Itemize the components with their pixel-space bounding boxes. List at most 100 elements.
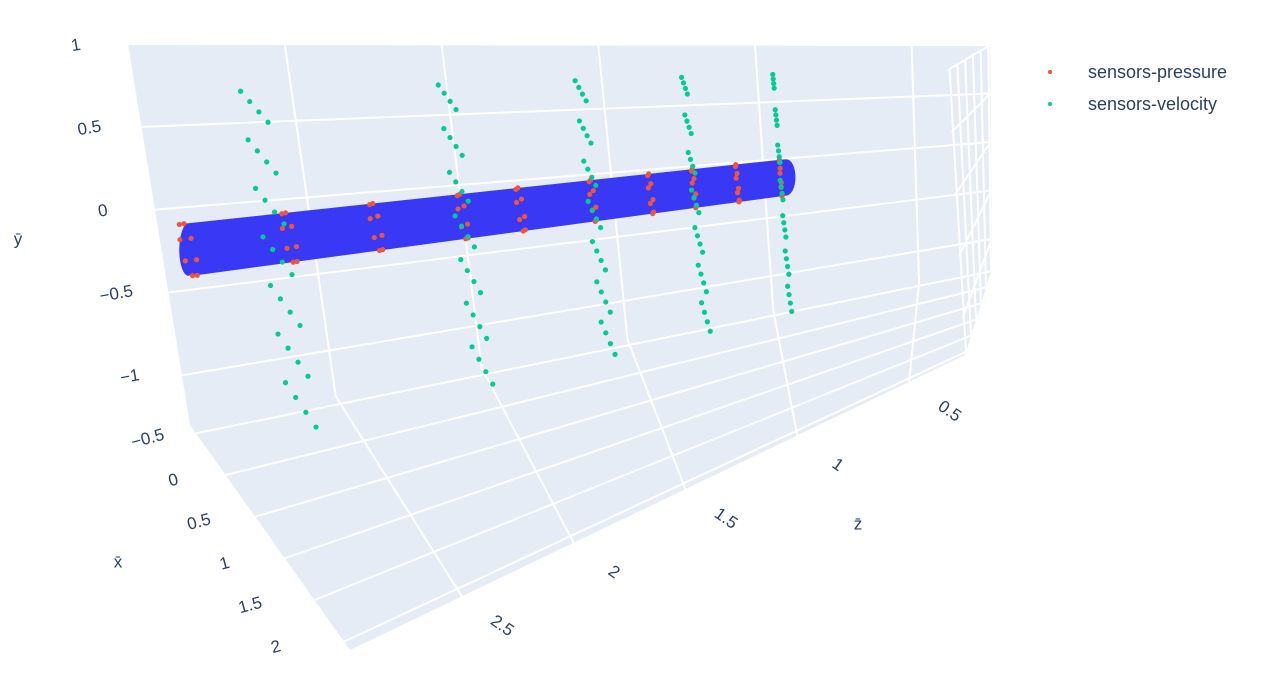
data-point (593, 216, 600, 222)
data-point (471, 244, 477, 250)
data-point (262, 197, 268, 203)
data-point (513, 199, 520, 206)
data-point (245, 137, 251, 143)
data-point (313, 424, 319, 430)
data-point (736, 197, 742, 203)
data-point (271, 209, 278, 215)
data-point (587, 191, 593, 197)
z-tick-label: 0.5 (935, 396, 965, 425)
data-point (458, 256, 464, 263)
data-point (465, 198, 471, 204)
data-point (783, 256, 790, 262)
data-point (701, 309, 708, 315)
data-point (441, 90, 447, 96)
data-point (290, 259, 296, 265)
data-point (585, 198, 591, 204)
data-point (270, 246, 276, 253)
data-point (689, 180, 695, 186)
data-point (469, 344, 475, 350)
data-point (735, 185, 742, 191)
pipe (183, 159, 788, 276)
y-axis-title: ȳ (14, 229, 23, 248)
data-point (471, 278, 477, 285)
data-point (289, 223, 295, 229)
z-tick-label: 2 (605, 561, 624, 582)
grid (127, 43, 993, 643)
data-point (447, 134, 453, 141)
data-point (645, 173, 651, 179)
data-point (692, 225, 698, 231)
data-point (733, 175, 739, 181)
data-point (607, 309, 613, 315)
data-point (693, 202, 699, 208)
data-point (367, 216, 373, 222)
data-point (692, 170, 698, 176)
legend-item[interactable]: sensors-velocity (1048, 94, 1217, 114)
data-point (777, 177, 783, 183)
grid-line (908, 282, 921, 382)
data-point (279, 211, 285, 217)
data-point (785, 283, 791, 289)
data-point (785, 263, 791, 270)
data-point (379, 232, 385, 238)
data-point (779, 190, 785, 196)
grid-line (334, 395, 463, 597)
data-point (490, 381, 496, 387)
data-point (697, 241, 703, 247)
data-point (680, 80, 687, 86)
data-point (572, 78, 578, 84)
data-point (682, 112, 688, 118)
data-point (284, 245, 290, 251)
data-point (461, 203, 467, 209)
data-point (193, 257, 200, 263)
data-point (305, 373, 311, 379)
data-point (247, 98, 253, 105)
data-point (264, 159, 270, 165)
data-point (181, 221, 187, 227)
data-point (777, 159, 783, 166)
data-point (598, 257, 604, 264)
data-point (603, 299, 609, 305)
grid-line (284, 318, 977, 560)
data-point (703, 289, 710, 295)
data-point (682, 85, 689, 92)
legend-label: sensors-pressure (1088, 62, 1227, 82)
x-tick-label: −0.5 (129, 425, 166, 452)
data-point (260, 234, 266, 240)
data-point (678, 74, 685, 80)
data-point (265, 119, 271, 125)
wall-floor (190, 268, 992, 650)
data-point (594, 279, 600, 285)
data-point (252, 185, 259, 191)
data-point (774, 122, 780, 128)
data-point (454, 192, 460, 199)
data-point (590, 187, 596, 194)
data-point (484, 335, 490, 341)
data-point (783, 234, 789, 240)
data-point (777, 165, 783, 171)
z-tick-label: 1.5 (711, 504, 741, 533)
data-point (593, 204, 599, 210)
data-point (780, 213, 786, 219)
data-point (782, 248, 788, 254)
data-point (463, 300, 469, 306)
data-point (647, 200, 653, 207)
data-point (776, 154, 782, 160)
x-tick-label: 0.5 (185, 509, 213, 533)
grid-line (956, 64, 972, 336)
y-tick-label: −0.5 (98, 281, 134, 306)
data-point (453, 106, 459, 113)
grid-line (950, 92, 992, 133)
data-point (576, 84, 582, 91)
data-point (688, 187, 695, 193)
data-point (254, 148, 260, 154)
legend-item[interactable]: sensors-pressure (1048, 62, 1227, 82)
data-point (770, 76, 776, 82)
data-point (603, 330, 609, 336)
data-point (581, 158, 587, 164)
data-point (690, 163, 696, 169)
data-point (598, 319, 604, 325)
data-point (522, 227, 528, 233)
data-point (256, 109, 262, 115)
